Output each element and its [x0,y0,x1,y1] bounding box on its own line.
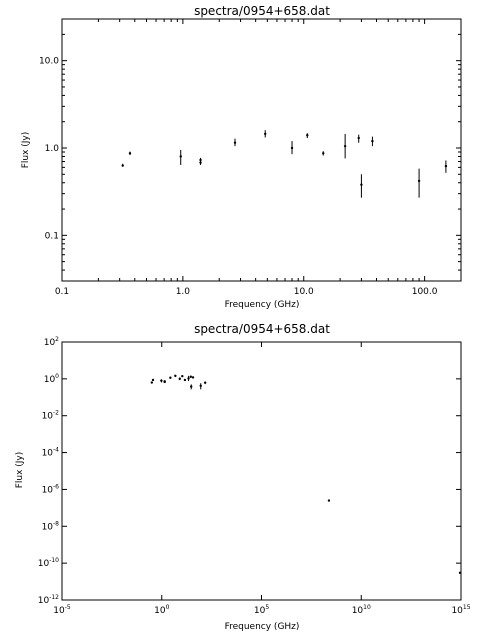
data-points-top [121,130,448,198]
x-tick-label-top: 100.0 [412,287,438,297]
data-point [327,499,331,502]
plot-frame-top [61,18,462,282]
chart-title-top: spectra/0954+658.dat [194,4,330,18]
data-point [360,183,363,186]
data-point [199,161,202,164]
x-tick-label-bottom: 1015 [451,604,470,616]
y-axis-label-top: Flux (Jy) [21,132,31,169]
data-point [290,146,294,150]
y-tick-label-bottom: 10-2 [42,410,60,422]
x-tick-label-top: 0.1 [55,287,69,297]
y-tick-label-bottom: 10-8 [42,520,60,532]
data-point [322,152,325,155]
y-tick-label-bottom: 10-4 [42,447,60,459]
y-tick-label-bottom: 10-6 [42,483,60,495]
y-tick-label-bottom: 10-10 [38,557,59,569]
y-tick-label-bottom: 100 [44,373,59,385]
data-point [121,164,124,167]
data-point [128,152,132,155]
data-point [151,378,155,382]
data-point [357,136,360,140]
y-tick-label-top: 10.0 [39,57,59,67]
data-point [264,132,267,136]
data-point [199,158,202,162]
x-axis-label-top: Frequency (GHz) [225,300,300,310]
data-point [163,380,166,383]
data-point [183,378,187,382]
data-point [203,381,207,384]
data-point [150,381,154,384]
x-tick-label-top: 10.0 [294,287,314,297]
x-tick-label-bottom: 100 [154,604,169,616]
y-tick-label-top: 1.0 [45,144,60,154]
panel-bottom: spectra/0954+658.dat Frequency (GHz) Flu… [15,322,471,632]
data-point [199,384,202,388]
data-point [458,571,462,574]
x-axis-label-bottom: Frequency (GHz) [225,622,300,632]
ticks-top: 0.1 1.0 10.0 100.0 0.1 1.0 10.0 [39,19,461,297]
ticks-bottom: 10-5 100 105 1010 1015 10-12 10-10 10-8 10-6 10-4… [38,336,471,616]
data-points-bottom [150,374,462,574]
data-point [343,144,347,148]
data-point [179,155,182,158]
y-tick-label-bottom: 102 [44,336,59,348]
panel-top: spectra/0954+658.dat Frequency (GHz) Flu… [21,4,462,310]
x-tick-label-top: 1.0 [176,287,191,297]
data-point [187,377,190,380]
data-point [181,374,184,378]
y-tick-label-bottom: 10-12 [38,594,59,606]
x-tick-label-bottom: 105 [254,604,269,616]
x-tick-label-bottom: 1010 [352,604,371,616]
data-point [190,385,193,388]
chart-title-bottom: spectra/0954+658.dat [194,322,330,336]
data-point [444,164,448,168]
data-point [417,179,421,183]
y-axis-label-bottom: Flux (Jy) [15,452,25,489]
data-point [371,139,374,143]
plot-frame-bottom [61,341,462,601]
data-point [191,376,195,379]
data-point [189,375,192,378]
data-point [174,374,177,378]
x-tick-label-bottom: 10-5 [53,604,71,616]
data-point [306,134,309,137]
y-tick-label-top: 0.1 [45,231,59,241]
data-point [233,141,237,144]
data-point [169,376,172,379]
data-point [160,379,163,382]
data-point [178,377,181,381]
